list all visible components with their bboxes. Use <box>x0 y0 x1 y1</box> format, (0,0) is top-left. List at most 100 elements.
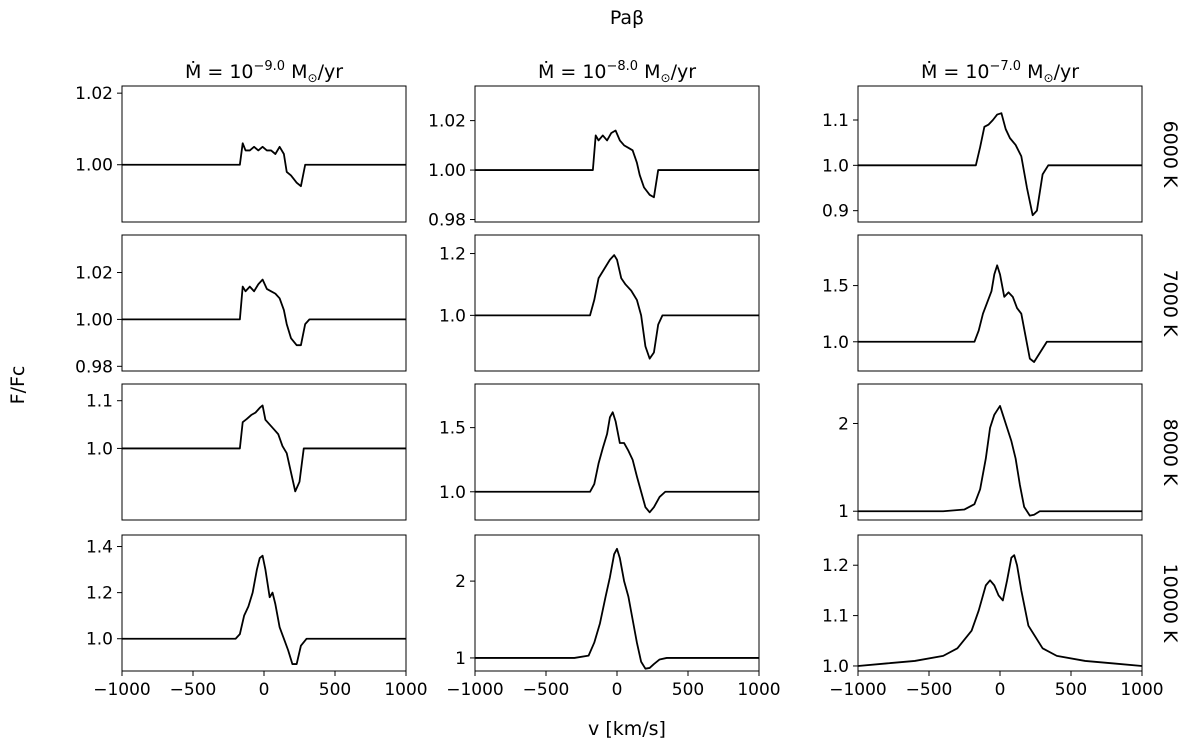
y-axis-label: F/Fc <box>7 366 29 405</box>
column-title-unit-tail: /yr <box>671 61 697 83</box>
y-tick-label: 1.0 <box>822 657 849 677</box>
y-tick-label: 1.2 <box>86 584 113 604</box>
axes-frame <box>474 85 760 223</box>
panel-r4-c2: 1 2 −1000 −500 0 500 1000 <box>446 534 781 700</box>
column-title-unit-tail: /yr <box>318 61 344 83</box>
x-tick-label: −1000 <box>829 680 887 700</box>
y-tick-label: 1.02 <box>75 264 113 284</box>
panel-grid: 1.001.020.981.001.020.91.01.10.981.001.0… <box>75 84 1163 700</box>
y-tick-label: 1.1 <box>86 392 113 412</box>
column-titles: Ṁ = 10−9.0 M⊙/yr Ṁ = 10−8.0 M⊙/yr Ṁ = 10−7… <box>185 59 1079 85</box>
y-tick-label: 1.4 <box>86 538 113 558</box>
x-tick-label: 0 <box>995 680 1006 700</box>
panel-r1-c3: 0.9 1.0 1.1 <box>822 85 1143 223</box>
x-tick-label: 500 <box>672 680 704 700</box>
line-series <box>122 404 406 493</box>
line-series <box>858 112 1142 217</box>
y-tick-label: 0.98 <box>75 357 113 377</box>
x-tick-label: 1000 <box>1120 680 1163 700</box>
panel-r3-c2: 1.0 1.5 <box>439 383 760 521</box>
x-tick-label: 0 <box>612 680 623 700</box>
x-tick-label: −1000 <box>93 680 151 700</box>
x-axis-label: v [km/s] <box>588 718 666 740</box>
y-tick-label: 1.1 <box>822 607 849 627</box>
line-series <box>858 264 1142 363</box>
column-title-unit-subscript: ⊙ <box>661 71 671 85</box>
axes-frame <box>857 234 1143 372</box>
y-tick-label: 2 <box>838 414 849 434</box>
x-tick-label: −500 <box>906 680 953 700</box>
y-tick-label: 0.98 <box>428 211 466 231</box>
x-tick-label: 0 <box>259 680 270 700</box>
y-tick-label: 1.0 <box>86 630 113 650</box>
column-title-exponent: −8.0 <box>607 59 639 74</box>
column-title-prefix: Ṁ = 10 <box>538 60 607 83</box>
y-tick-label: 1.00 <box>75 310 113 330</box>
x-tick-label: −500 <box>523 680 570 700</box>
y-tick-label: 1.00 <box>428 161 466 181</box>
panel-r4-c1: 1.0 1.2 1.4 −1000 −500 0 500 1000 <box>86 534 428 700</box>
panel-r1-c2: 0.98 1.00 1.02 <box>428 85 760 231</box>
axes-frame <box>857 85 1143 223</box>
column-title-exponent: −9.0 <box>254 59 286 74</box>
row-label-4: 10000 K <box>1159 564 1181 643</box>
line-series <box>475 411 759 514</box>
y-tick-label: 1.00 <box>75 156 113 176</box>
y-tick-label: 1.02 <box>428 112 466 132</box>
axes-frame <box>121 234 407 372</box>
axes-frame <box>474 383 760 521</box>
panel-r2-c1: 0.98 1.00 1.02 <box>75 234 407 377</box>
y-tick-label: 1.0 <box>822 333 849 353</box>
axes-frame <box>474 234 760 372</box>
line-series <box>857 554 1143 667</box>
column-title-3: Ṁ = 10−7.0 M⊙/yr <box>921 59 1079 85</box>
axes-frame <box>857 534 1143 672</box>
y-tick-label: 2 <box>455 572 466 592</box>
x-tick-label: 500 <box>1055 680 1087 700</box>
line-series <box>122 142 406 188</box>
y-tick-label: 1.02 <box>75 84 113 104</box>
panel-r1-c1: 1.00 1.02 <box>75 84 407 223</box>
column-title-1: Ṁ = 10−9.0 M⊙/yr <box>185 59 343 85</box>
y-tick-label: 1.0 <box>822 156 849 176</box>
panel-r4-c3: 1.0 1.1 1.2 −1000 −500 0 500 1000 <box>822 534 1164 700</box>
column-title-unit-subscript: ⊙ <box>308 71 318 85</box>
axes-frame <box>857 383 1143 521</box>
line-series <box>475 254 759 360</box>
line-series <box>858 405 1142 517</box>
y-tick-label: 1 <box>455 649 466 669</box>
column-title-prefix: Ṁ = 10 <box>921 60 990 83</box>
line-series <box>475 129 759 199</box>
x-tick-label: −1000 <box>446 680 504 700</box>
y-tick-label: 1.1 <box>822 111 849 131</box>
y-tick-label: 1.2 <box>822 556 849 576</box>
panel-r2-c3: 1.0 1.5 <box>822 234 1143 372</box>
x-tick-label: 500 <box>319 680 351 700</box>
column-title-unit-tail: /yr <box>1054 61 1080 83</box>
axes-frame <box>121 383 407 521</box>
column-title-unit: M <box>638 61 660 83</box>
y-tick-label: 1.5 <box>822 277 849 297</box>
column-title-2: Ṁ = 10−8.0 M⊙/yr <box>538 59 696 85</box>
line-series <box>122 278 406 347</box>
figure-title: Paβ <box>610 7 644 29</box>
y-tick-label: 1.0 <box>439 483 466 503</box>
x-tick-label: 1000 <box>384 680 427 700</box>
row-label-1: 6000 K <box>1159 121 1181 188</box>
axes-frame <box>474 534 760 672</box>
x-tick-label: 1000 <box>737 680 780 700</box>
y-tick-label: 0.9 <box>822 202 849 222</box>
column-title-unit-subscript: ⊙ <box>1044 71 1054 85</box>
y-tick-label: 1.2 <box>439 245 466 265</box>
axes-frame <box>121 85 407 223</box>
line-series <box>475 547 759 670</box>
axes-frame <box>121 534 407 672</box>
row-labels: 6000 K 7000 K 8000 K 10000 K <box>1159 121 1181 643</box>
row-label-2: 7000 K <box>1159 270 1181 337</box>
column-title-unit: M <box>1021 61 1043 83</box>
y-tick-label: 1.0 <box>439 306 466 326</box>
row-label-3: 8000 K <box>1159 419 1181 486</box>
y-tick-label: 1 <box>838 502 849 522</box>
panel-r3-c3: 12 <box>838 383 1143 522</box>
